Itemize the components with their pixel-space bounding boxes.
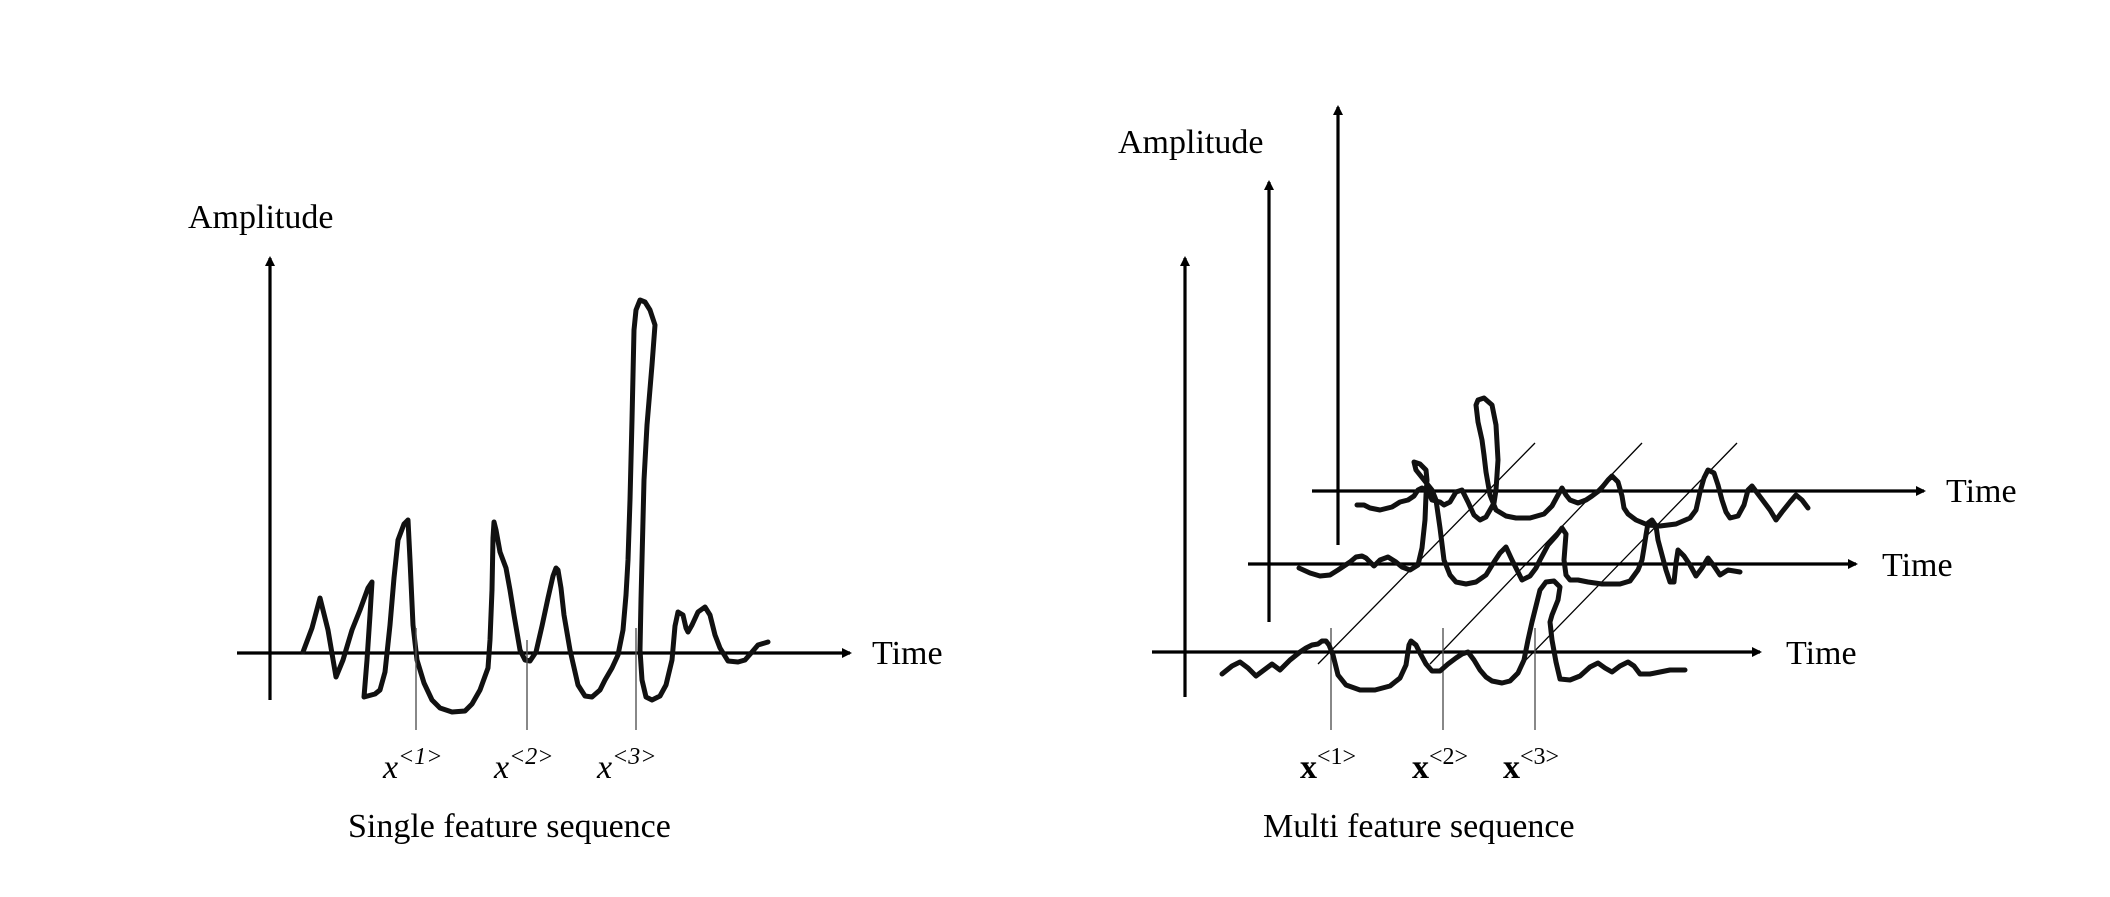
right-time-label-back: Time — [1946, 473, 2017, 510]
left-amplitude-label: Amplitude — [188, 199, 333, 236]
multi-feature-panel: Amplitude Time Time Time x<1> x<2> x<3> … — [1118, 105, 2017, 845]
left-time-label: Time — [872, 635, 943, 672]
left-marker-label-1: x<1> — [382, 744, 442, 786]
left-signal-curve — [300, 297, 771, 715]
right-marker-label-3: x<3> — [1503, 744, 1559, 786]
left-marker-label-3: x<3> — [596, 744, 656, 786]
right-signal-middle — [1296, 459, 1743, 587]
right-marker-label-1: x<1> — [1300, 744, 1356, 786]
right-amplitude-label: Amplitude — [1118, 124, 1263, 161]
right-caption: Multi feature sequence — [1263, 808, 1575, 845]
left-marker-label-2: x<2> — [493, 744, 553, 786]
right-signal-back — [1354, 395, 1811, 529]
right-signal-front — [1219, 578, 1688, 693]
right-time-label-middle: Time — [1882, 547, 1953, 584]
left-caption: Single feature sequence — [348, 808, 671, 845]
right-time-label-front: Time — [1786, 635, 1857, 672]
right-marker-label-2: x<2> — [1412, 744, 1468, 786]
single-feature-panel: Amplitude Time x<1> x<2> x<3> Single fea… — [188, 199, 943, 845]
